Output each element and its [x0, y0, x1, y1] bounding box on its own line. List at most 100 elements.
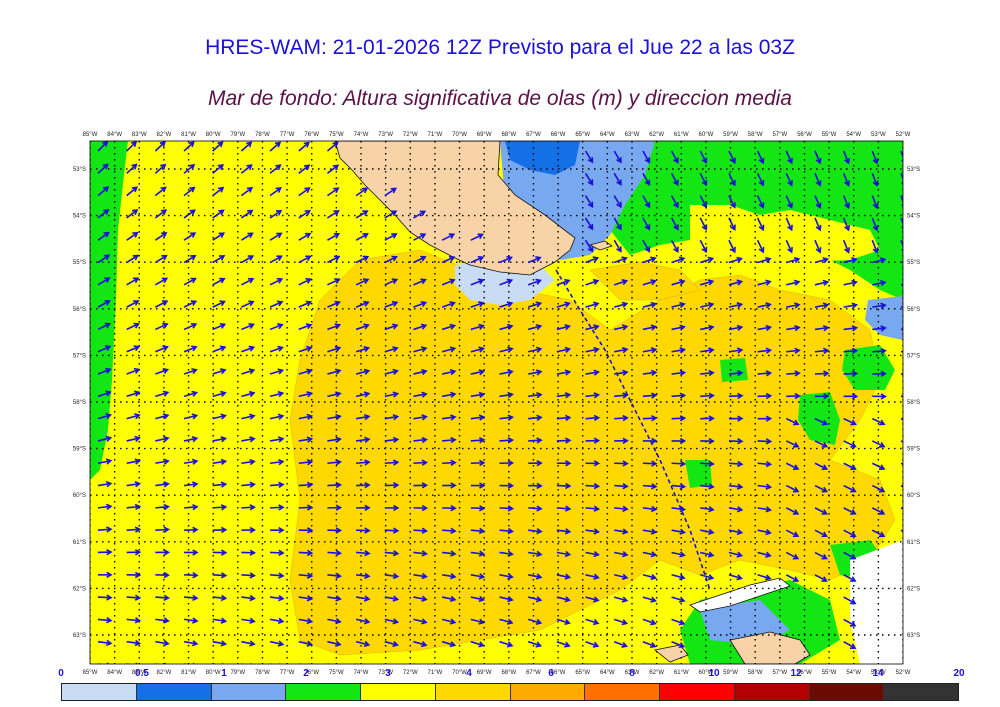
latitude-label: 61°S — [907, 540, 920, 546]
wave-direction-arrow — [413, 346, 428, 353]
longitude-label: 68°W — [501, 670, 516, 676]
wave-direction-arrow — [327, 300, 341, 308]
wave-direction-arrow — [871, 195, 879, 210]
wave-direction-arrow — [183, 368, 198, 375]
wave-direction-arrow — [556, 392, 572, 399]
wave-direction-arrow — [556, 324, 571, 331]
longitude-label: 73°W — [378, 132, 393, 138]
longitude-label: 70°W — [452, 670, 467, 676]
wave-direction-arrow — [613, 195, 622, 209]
longitude-label: 57°W — [772, 132, 787, 138]
colorbar-tick-label: 2 — [303, 668, 309, 679]
wave-direction-arrow — [183, 345, 198, 353]
wave-direction-arrow — [270, 481, 285, 488]
wave-direction-arrow — [699, 150, 708, 164]
wave-direction-arrow — [270, 504, 285, 511]
wave-direction-arrow — [126, 413, 141, 420]
wave-direction-arrow — [126, 300, 140, 308]
wave-direction-arrow — [671, 483, 687, 490]
wave-direction-arrow — [843, 417, 857, 426]
wave-direction-arrow — [327, 232, 341, 241]
wave-direction-arrow — [470, 278, 485, 286]
longitude-label: 58°W — [748, 132, 763, 138]
wave-direction-arrow — [671, 505, 687, 513]
wave-direction-arrow — [786, 279, 801, 286]
wave-direction-arrow — [843, 462, 857, 471]
wave-direction-arrow — [843, 551, 857, 560]
wave-direction-arrow — [785, 195, 793, 209]
wave-direction-arrow — [814, 239, 822, 254]
latitude-label: 62°S — [73, 586, 86, 592]
wave-direction-arrow — [585, 369, 600, 376]
wave-direction-arrow — [212, 640, 228, 647]
wave-direction-arrow — [298, 527, 314, 534]
wave-direction-arrow — [155, 594, 170, 601]
wave-direction-arrow — [642, 415, 658, 422]
wave-direction-arrow — [728, 460, 744, 468]
map-subtitle: Mar de fondo: Altura significativa de ol… — [208, 87, 792, 110]
wave-direction-arrow — [786, 370, 801, 377]
wave-direction-arrow — [842, 150, 851, 165]
wave-direction-arrow — [154, 141, 166, 152]
wave-direction-arrow — [642, 195, 651, 209]
wave-direction-arrow — [470, 323, 485, 331]
wave-direction-arrow — [556, 550, 572, 558]
wave-direction-arrow — [614, 301, 629, 308]
wave-direction-arrow — [614, 528, 629, 535]
wave-direction-arrow — [499, 618, 514, 625]
wave-direction-arrow — [814, 347, 830, 355]
wave-direction-arrow — [183, 413, 199, 420]
wave-direction-arrow — [269, 617, 285, 625]
wave-direction-arrow — [642, 573, 658, 581]
longitude-label: 67°W — [526, 132, 541, 138]
wave-direction-arrow — [470, 346, 485, 353]
longitude-label: 81°W — [181, 132, 196, 138]
wave-direction-arrow — [814, 302, 830, 309]
wave-direction-arrow — [413, 527, 429, 534]
longitude-label: 74°W — [354, 670, 369, 676]
wave-direction-arrow — [728, 506, 744, 513]
wave-direction-arrow — [241, 300, 255, 308]
wave-direction-arrow — [269, 232, 283, 241]
wave-direction-arrow — [240, 164, 253, 174]
wave-direction-arrow — [441, 618, 457, 625]
wave-direction-arrow — [614, 460, 629, 467]
wave-direction-arrow — [270, 572, 285, 579]
wave-direction-arrow — [556, 301, 571, 308]
longitude-label: 52°W — [896, 132, 911, 138]
wave-direction-arrow — [786, 324, 801, 332]
colorbar-cell — [62, 684, 137, 700]
wave-direction-arrow — [814, 172, 822, 187]
wave-direction-arrow — [585, 346, 600, 354]
wave-direction-arrow — [843, 440, 857, 448]
wave-direction-arrow — [155, 481, 170, 488]
wave-direction-arrow — [97, 345, 112, 353]
wave-direction-arrow — [126, 277, 140, 286]
wave-direction-arrow — [327, 210, 340, 219]
latitude-label: 62°S — [907, 586, 920, 592]
wave-direction-arrow — [556, 482, 572, 490]
wave-direction-arrow — [556, 618, 571, 626]
wave-direction-arrow — [384, 504, 400, 512]
wave-direction-arrow — [326, 164, 340, 174]
wave-direction-arrow — [843, 507, 857, 515]
wave-direction-arrow — [212, 549, 228, 556]
wave-direction-arrow — [269, 255, 283, 264]
wave-direction-arrow — [699, 195, 708, 209]
wave-direction-arrow — [298, 278, 312, 286]
wave-direction-arrow — [728, 483, 744, 490]
wave-direction-arrow — [814, 529, 828, 538]
wave-direction-arrow — [785, 440, 800, 448]
wave-direction-arrow — [700, 460, 715, 467]
colorbar-cell — [136, 684, 212, 700]
wave-direction-arrow — [270, 663, 281, 664]
wave-direction-arrow — [97, 367, 112, 375]
wave-direction-arrow — [97, 413, 113, 420]
wave-direction-arrow — [212, 436, 228, 443]
wave-direction-arrow — [269, 187, 282, 197]
wave-direction-arrow — [241, 526, 256, 534]
wave-direction-arrow — [642, 172, 651, 186]
wave-direction-arrow — [97, 480, 113, 488]
map-frame — [89, 140, 904, 665]
